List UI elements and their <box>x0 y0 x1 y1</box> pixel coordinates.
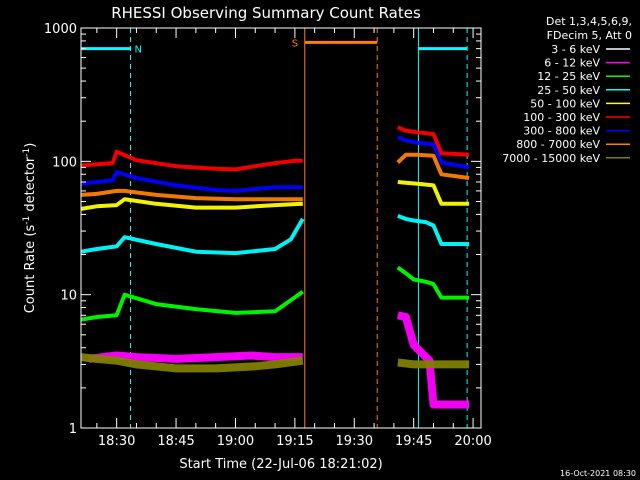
x-tick-label-3: 19:15 <box>276 434 313 449</box>
series-line-7-0 <box>80 188 303 202</box>
x-tick-label-4: 19:30 <box>336 434 373 449</box>
y-axis-label-exp-2: -1 <box>22 148 32 157</box>
series-line-7-1 <box>396 152 470 180</box>
y-tick-label-1: 10 <box>60 289 77 304</box>
timestamp: 16-Oct-2021 08:30 <box>560 469 636 478</box>
y-axis-label: Count Rate (s-1 detector-1) <box>22 143 38 314</box>
series-line-3-0 <box>80 217 305 256</box>
series-line-8-0 <box>80 353 304 373</box>
series-line-5-0 <box>80 149 303 172</box>
y-tick-label-2: 100 <box>52 155 77 170</box>
legend-label-2: 12 - 25 keV <box>537 70 600 83</box>
x-axis-label: Start Time (22-Jul-06 18:21:02) <box>179 457 382 472</box>
y-axis-ticks: 1 10 100 1000 <box>44 22 481 437</box>
series-line-6-0 <box>80 170 303 193</box>
y-tick-label-0: 1 <box>69 422 77 437</box>
y-axis-label-exp-1: -1 <box>22 216 32 225</box>
x-tick-label-6: 20:00 <box>454 434 491 449</box>
x-axis-ticks: 18:30 18:45 19:00 19:15 19:30 19:45 20:00 <box>96 28 492 449</box>
x-tick-label-2: 19:00 <box>217 434 254 449</box>
series-line-4-0 <box>80 197 303 211</box>
legend-label-7: 800 - 7000 keV <box>516 138 600 151</box>
y-tick-label-3: 1000 <box>44 22 77 37</box>
series-line-6-1 <box>396 135 470 170</box>
legend-label-0: 3 - 6 keV <box>551 43 600 56</box>
x-tick-label-5: 19:45 <box>395 434 432 449</box>
series-line-3-1 <box>397 214 470 246</box>
legend-header-line-1: Det 1,3,4,5,6,9, <box>546 15 632 28</box>
x-tick-label-0: 18:30 <box>98 434 135 449</box>
series-line-5-1 <box>397 125 470 157</box>
series-2 <box>80 265 470 322</box>
series-line-8-1 <box>397 358 470 369</box>
plot-frame <box>80 27 482 429</box>
series-6 <box>80 135 470 193</box>
series-8 <box>80 353 470 373</box>
y-axis-label-part-3: ) <box>23 143 38 148</box>
series-line-4-1 <box>397 180 470 206</box>
series-line-2-1 <box>396 265 470 300</box>
series-5 <box>80 125 470 172</box>
y-axis-label-part-1: Count Rate (s <box>23 225 38 314</box>
chart-title: RHESSI Observing Summary Count Rates <box>111 4 421 22</box>
y-axis-label-part-2: detector <box>23 156 38 216</box>
legend-label-4: 50 - 100 keV <box>530 97 600 110</box>
plot-area: NS <box>80 28 470 428</box>
series-line-2-0 <box>80 290 304 322</box>
flag-label-N: N <box>135 45 142 56</box>
series-4 <box>80 180 470 211</box>
legend-label-3: 25 - 50 keV <box>537 84 600 97</box>
legend-label-1: 6 - 12 keV <box>544 57 600 70</box>
flag-label-S: S <box>292 38 298 49</box>
series-line-1-0 <box>88 351 303 363</box>
legend-label-5: 100 - 300 keV <box>523 111 600 124</box>
x-tick-label-1: 18:45 <box>157 434 194 449</box>
legend-label-8: 7000 - 15000 keV <box>502 152 600 165</box>
legend-header-line-2: FDecim 5, Att 0 <box>547 29 632 42</box>
series-3 <box>80 214 470 256</box>
legend: Det 1,3,4,5,6,9, FDecim 5, Att 0 3 - 6 k… <box>502 15 632 165</box>
series-7 <box>80 152 470 202</box>
legend-label-6: 300 - 800 keV <box>523 125 600 138</box>
